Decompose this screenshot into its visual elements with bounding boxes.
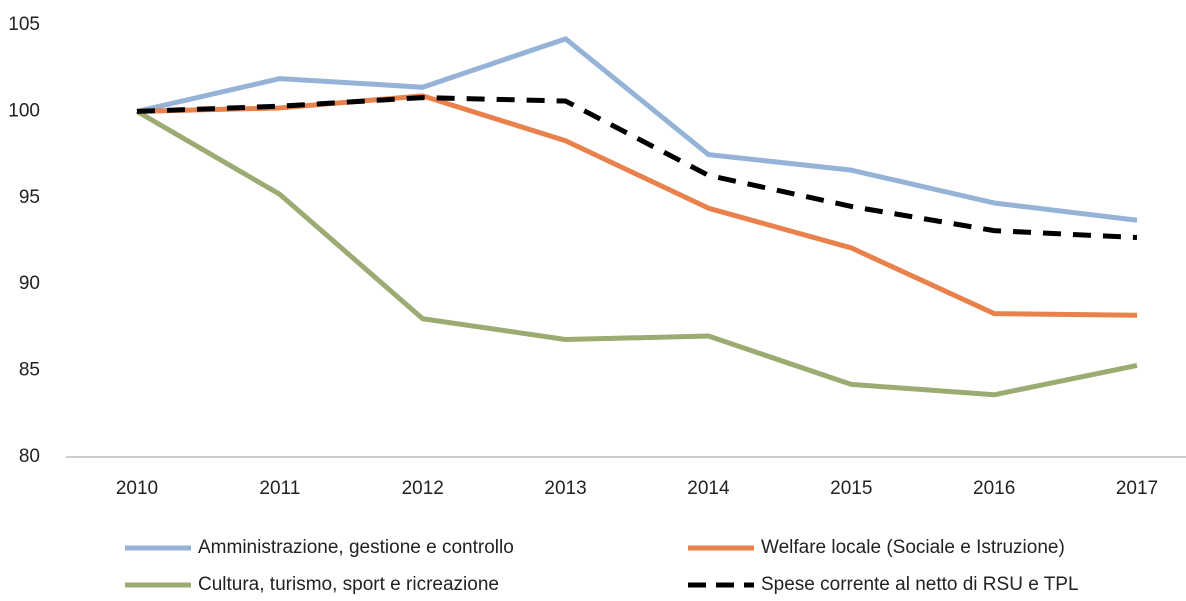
y-tick-label: 100 bbox=[8, 100, 40, 121]
y-tick-label: 80 bbox=[19, 446, 40, 467]
y-tick-label: 105 bbox=[8, 14, 40, 35]
series-line bbox=[135, 109, 1138, 398]
x-tick-label: 2017 bbox=[1116, 478, 1158, 499]
series-line bbox=[136, 93, 1138, 318]
series-line bbox=[136, 36, 1138, 223]
x-tick-label: 2011 bbox=[259, 478, 300, 499]
x-tick-label: 2014 bbox=[687, 478, 730, 499]
legend-label: Spese corrente al netto di RSU e TPL bbox=[761, 574, 1079, 595]
legend-label: Welfare locale (Sociale e Istruzione) bbox=[761, 537, 1065, 558]
series-line bbox=[136, 95, 1138, 241]
legend-label: Cultura, turismo, sport e ricreazione bbox=[198, 574, 499, 595]
y-tick-label: 95 bbox=[19, 187, 40, 208]
x-tick-label: 2015 bbox=[830, 478, 872, 499]
x-tick-label: 2012 bbox=[402, 478, 444, 499]
y-tick-label: 85 bbox=[19, 360, 40, 381]
x-tick-label: 2010 bbox=[116, 478, 158, 499]
legend-label: Amministrazione, gestione e controllo bbox=[198, 537, 514, 558]
y-tick-label: 90 bbox=[19, 273, 40, 294]
x-tick-label: 2013 bbox=[544, 478, 586, 499]
x-tick-label: 2016 bbox=[973, 478, 1015, 499]
